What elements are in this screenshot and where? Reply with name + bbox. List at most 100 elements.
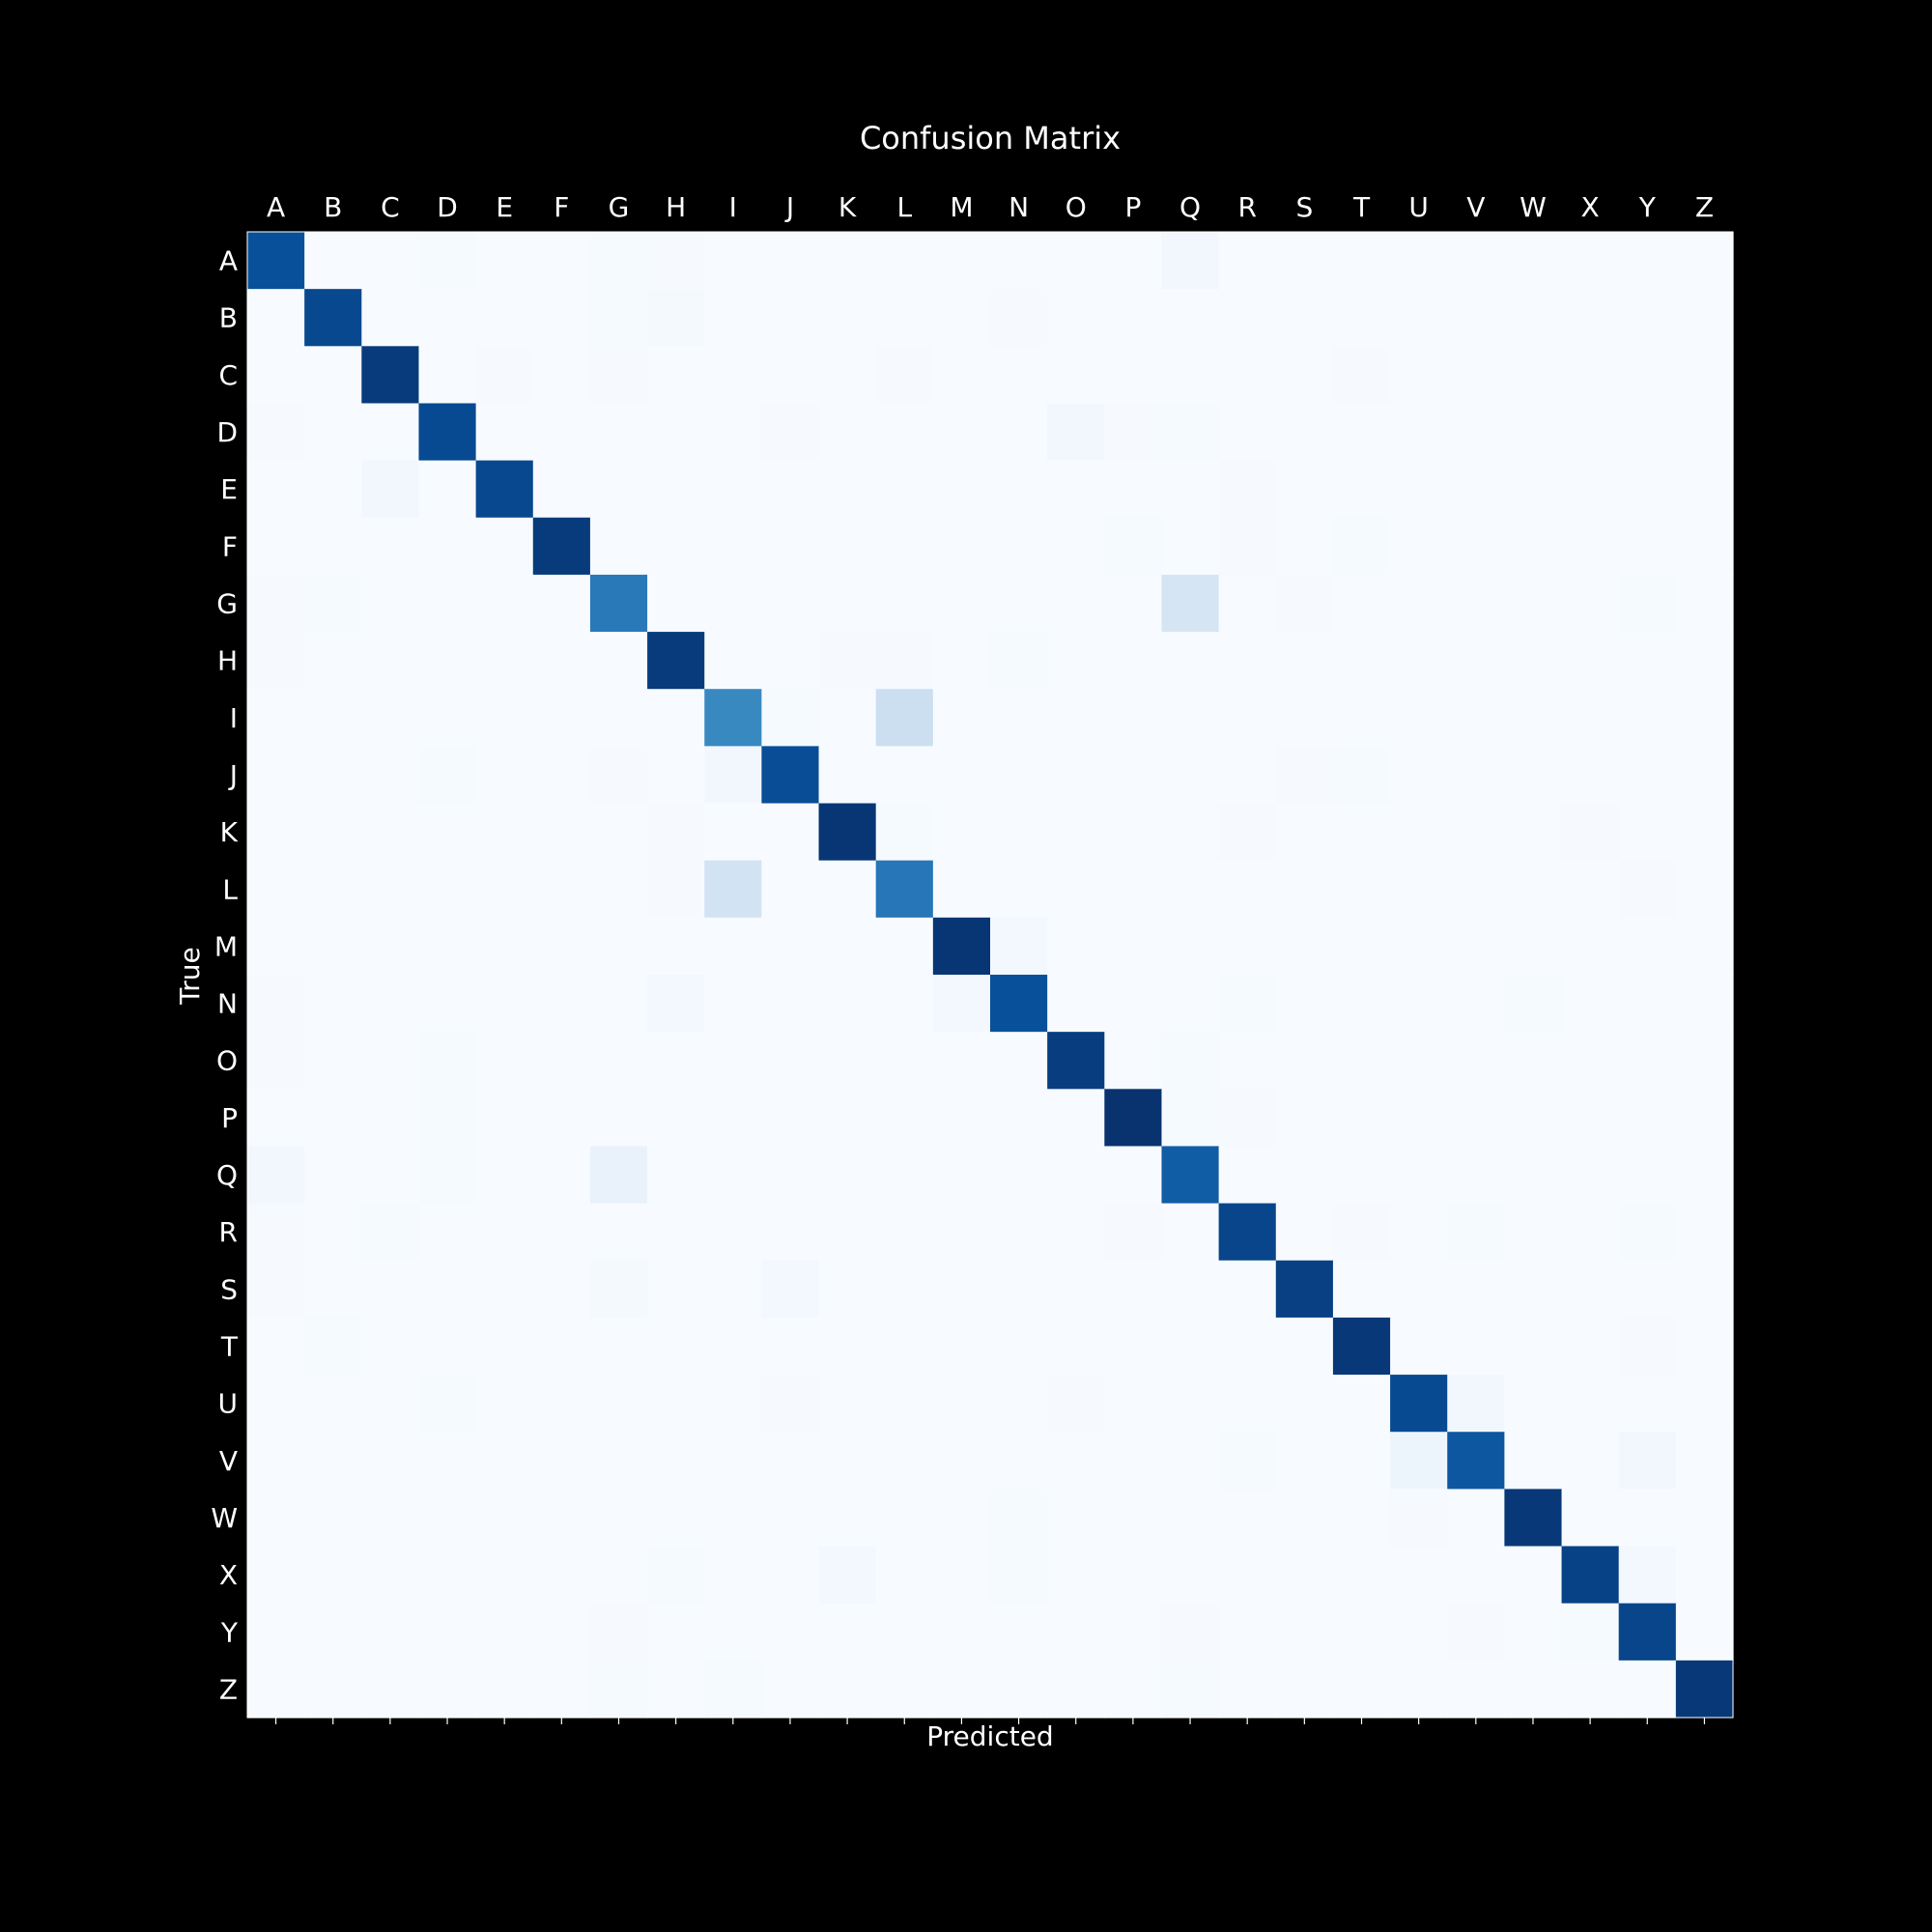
heatmap-cell-F-M	[932, 517, 991, 576]
heatmap-cell-P-H	[647, 1089, 705, 1148]
heatmap-cell-M-B	[304, 917, 362, 976]
heatmap-cell-X-Z	[1675, 1546, 1734, 1605]
heatmap-cell-C-L	[875, 346, 934, 405]
heatmap-cell-Y-I	[704, 1603, 762, 1662]
heatmap-cell-S-D	[418, 1260, 477, 1319]
heatmap-cell-S-V	[1447, 1260, 1505, 1319]
heatmap-cell-I-E	[475, 689, 534, 747]
heatmap-cell-U-S	[1275, 1375, 1334, 1433]
heatmap-cell-O-C	[361, 1032, 420, 1090]
heatmap-cell-G-C	[361, 574, 420, 633]
heatmap-cell-B-V	[1447, 289, 1505, 347]
heatmap-cell-Z-K	[818, 1660, 877, 1719]
x-tick-label-W: W	[1520, 191, 1547, 223]
heatmap-cell-S-J	[761, 1260, 820, 1319]
heatmap-cell-Q-E	[475, 1146, 534, 1205]
x-tick-label-B: B	[324, 191, 342, 223]
heatmap-cell-D-X	[1561, 403, 1620, 462]
heatmap-cell-J-B	[304, 746, 362, 805]
heatmap-cell-Q-V	[1447, 1146, 1505, 1205]
heatmap-cell-Y-T	[1332, 1603, 1391, 1662]
heatmap-cell-F-J	[761, 517, 820, 576]
heatmap-cell-T-B	[304, 1317, 362, 1376]
heatmap-cell-Q-W	[1504, 1146, 1563, 1205]
heatmap-cell-Z-C	[361, 1660, 420, 1719]
heatmap-cell-C-D	[418, 346, 477, 405]
heatmap-cell-Q-P	[1104, 1146, 1163, 1205]
y-tick-label-G: G	[216, 588, 238, 620]
heatmap-cell-D-J	[761, 403, 820, 462]
heatmap-cell-O-U	[1390, 1032, 1448, 1090]
heatmap-cell-V-L	[875, 1432, 934, 1490]
heatmap-cell-Y-O	[1047, 1603, 1105, 1662]
heatmap-cell-B-N	[990, 289, 1048, 347]
heatmap-cell-M-U	[1390, 917, 1448, 976]
heatmap-cell-T-V	[1447, 1317, 1505, 1376]
heatmap-cell-N-G	[589, 975, 648, 1033]
heatmap-cell-Y-X	[1561, 1603, 1620, 1662]
heatmap-cell-X-A	[247, 1546, 305, 1605]
heatmap-cell-W-P	[1104, 1489, 1163, 1548]
heatmap-cell-U-F	[532, 1375, 591, 1433]
heatmap-cell-R-I	[704, 1203, 762, 1262]
heatmap-cell-R-C	[361, 1203, 420, 1262]
heatmap-cell-Z-W	[1504, 1660, 1563, 1719]
heatmap-cell-F-B	[304, 517, 362, 576]
heatmap-cell-P-J	[761, 1089, 820, 1148]
heatmap-cell-V-U	[1390, 1432, 1448, 1490]
heatmap-cell-T-X	[1561, 1317, 1620, 1376]
heatmap-cell-J-L	[875, 746, 934, 805]
heatmap-cell-A-K	[818, 232, 877, 290]
heatmap-cell-L-O	[1047, 860, 1105, 919]
heatmap-cell-M-I	[704, 917, 762, 976]
x-tick-label-G: G	[609, 191, 630, 223]
heatmap-cell-N-V	[1447, 975, 1505, 1033]
heatmap-cell-L-K	[818, 860, 877, 919]
heatmap-cell-D-E	[475, 403, 534, 462]
heatmap-cell-O-Z	[1675, 1032, 1734, 1090]
heatmap-cell-C-C	[361, 346, 420, 405]
y-tick-label-I: I	[230, 702, 238, 734]
heatmap-cell-W-W	[1504, 1489, 1563, 1548]
heatmap-cell-C-B	[304, 346, 362, 405]
heatmap-cell-W-L	[875, 1489, 934, 1548]
heatmap-cell-Q-M	[932, 1146, 991, 1205]
heatmap-cell-L-M	[932, 860, 991, 919]
heatmap-cell-C-A	[247, 346, 305, 405]
heatmap-cell-Y-P	[1104, 1603, 1163, 1662]
heatmap-cell-F-I	[704, 517, 762, 576]
heatmap-cell-J-Y	[1618, 746, 1677, 805]
heatmap-cell-Z-E	[475, 1660, 534, 1719]
heatmap-cell-R-J	[761, 1203, 820, 1262]
heatmap-cell-B-W	[1504, 289, 1563, 347]
heatmap-cell-F-G	[589, 517, 648, 576]
heatmap-cell-C-W	[1504, 346, 1563, 405]
heatmap-cell-J-I	[704, 746, 762, 805]
heatmap-cell-D-G	[589, 403, 648, 462]
heatmap-cell-W-K	[818, 1489, 877, 1548]
heatmap-cell-P-F	[532, 1089, 591, 1148]
heatmap-cell-R-M	[932, 1203, 991, 1262]
heatmap-cell-G-I	[704, 574, 762, 633]
heatmap-cell-Y-W	[1504, 1603, 1563, 1662]
heatmap-cell-O-E	[475, 1032, 534, 1090]
heatmap-cell-P-O	[1047, 1089, 1105, 1148]
heatmap-cell-C-U	[1390, 346, 1448, 405]
heatmap-cell-R-Q	[1161, 1203, 1220, 1262]
heatmap-cell-X-I	[704, 1546, 762, 1605]
heatmap-cell-Y-S	[1275, 1603, 1334, 1662]
y-tick-label-Y: Y	[220, 1616, 239, 1648]
heatmap-cell-C-N	[990, 346, 1048, 405]
heatmap-cell-E-B	[304, 460, 362, 519]
heatmap-cell-M-J	[761, 917, 820, 976]
heatmap-cell-X-N	[990, 1546, 1048, 1605]
heatmap-cell-Y-L	[875, 1603, 934, 1662]
heatmap-cell-W-B	[304, 1489, 362, 1548]
heatmap-cell-R-O	[1047, 1203, 1105, 1262]
x-tick-label-K: K	[838, 191, 857, 223]
heatmap-cell-U-A	[247, 1375, 305, 1433]
heatmap-cell-D-P	[1104, 403, 1163, 462]
heatmap-cell-T-O	[1047, 1317, 1105, 1376]
